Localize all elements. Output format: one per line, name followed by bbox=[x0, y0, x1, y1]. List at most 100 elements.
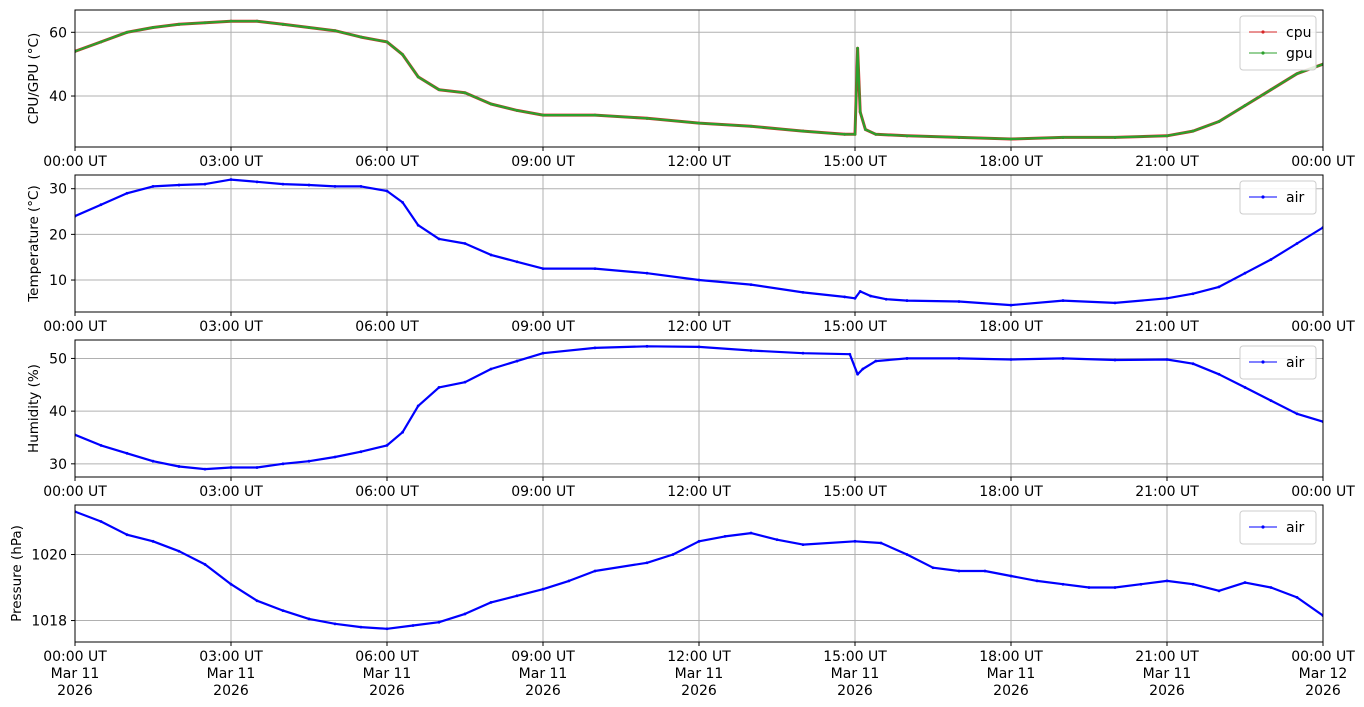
panel-3: 00:00 UT 03:00 UT 06:00 UT 09:00 UT 12:00 UT… bbox=[26, 339, 1355, 500]
data-point bbox=[385, 40, 389, 44]
legend-label: cpu bbox=[1286, 25, 1311, 41]
data-point bbox=[697, 278, 701, 282]
y-tick-label: 1018 bbox=[31, 614, 67, 630]
data-point bbox=[879, 541, 883, 545]
data-point bbox=[1165, 296, 1169, 300]
data-point bbox=[177, 465, 181, 468]
data-point bbox=[229, 582, 233, 586]
data-point bbox=[463, 242, 467, 245]
data-point bbox=[333, 455, 337, 459]
y-tick-label: 10 bbox=[49, 273, 67, 289]
data-point bbox=[1295, 72, 1299, 76]
data-point bbox=[801, 543, 805, 547]
data-point bbox=[905, 299, 909, 302]
x-tick-label: 18:00 UT bbox=[979, 484, 1043, 500]
x-tick-label: 12:00 UT bbox=[667, 319, 731, 335]
data-point bbox=[593, 267, 597, 271]
data-point bbox=[125, 30, 129, 34]
data-point bbox=[463, 91, 467, 95]
data-point bbox=[869, 294, 872, 298]
data-point bbox=[775, 538, 779, 542]
data-point bbox=[359, 35, 363, 39]
data-point bbox=[281, 609, 285, 613]
data-point bbox=[1269, 88, 1273, 92]
x-tick-label: 15:00 UT bbox=[823, 154, 887, 170]
x-tick-label: 00:00 UT bbox=[1291, 154, 1355, 170]
data-point bbox=[151, 539, 155, 543]
data-point bbox=[437, 620, 441, 624]
data-point bbox=[1113, 358, 1117, 362]
y-tick-label: 40 bbox=[49, 89, 67, 105]
x-tick-label: 06:00 UT bbox=[355, 319, 419, 335]
data-point bbox=[983, 569, 987, 573]
y-tick-label: 50 bbox=[49, 351, 67, 367]
data-point bbox=[489, 102, 493, 106]
data-point bbox=[801, 129, 805, 133]
data-point bbox=[697, 345, 701, 349]
data-point bbox=[843, 295, 846, 299]
legend-marker bbox=[1261, 360, 1265, 364]
data-point bbox=[1113, 136, 1117, 139]
data-point bbox=[437, 386, 441, 389]
x-tick-label: 18:00 UT bbox=[979, 319, 1043, 335]
x-tick-label: 18:00 UT bbox=[979, 154, 1043, 170]
series-line-air bbox=[75, 178, 1323, 307]
data-point bbox=[957, 136, 961, 139]
series-air bbox=[75, 510, 1323, 631]
x-tick-label: 00:00 UT bbox=[1291, 484, 1355, 500]
data-point bbox=[359, 185, 363, 188]
data-point bbox=[905, 553, 909, 556]
series-air bbox=[75, 344, 1323, 471]
data-point bbox=[151, 185, 155, 188]
legend-marker bbox=[1261, 51, 1265, 55]
data-point bbox=[1269, 258, 1273, 261]
data-point bbox=[177, 183, 181, 187]
data-point bbox=[1165, 358, 1169, 361]
data-point bbox=[861, 367, 865, 371]
data-point bbox=[856, 46, 859, 50]
data-point bbox=[671, 553, 675, 556]
x-tick-label: 03:00 UT bbox=[199, 319, 263, 335]
data-point bbox=[723, 534, 727, 538]
data-point bbox=[151, 26, 155, 29]
y-tick-label: 1020 bbox=[31, 548, 67, 564]
x-tick-label: 00:00 UT bbox=[43, 319, 107, 335]
data-point bbox=[1139, 582, 1143, 586]
data-point bbox=[697, 121, 701, 125]
data-point bbox=[749, 349, 753, 352]
data-point bbox=[1191, 582, 1195, 586]
data-point bbox=[645, 344, 649, 348]
panel-1: 00:00 UT 03:00 UT 06:00 UT 09:00 UT 12:00 UT… bbox=[26, 9, 1355, 170]
data-point bbox=[437, 237, 441, 241]
data-point bbox=[749, 283, 753, 286]
panel-2: 00:00 UT 03:00 UT 06:00 UT 09:00 UT 12:00 UT… bbox=[26, 174, 1355, 335]
data-point bbox=[1191, 362, 1195, 366]
data-point bbox=[203, 467, 207, 471]
data-point bbox=[489, 253, 493, 257]
y-tick-label: 30 bbox=[49, 182, 67, 198]
data-point bbox=[515, 359, 519, 363]
data-point bbox=[229, 466, 233, 469]
x-tick-label: 03:00 UT bbox=[199, 484, 263, 500]
x-tick-label: 00:00 UT bbox=[43, 484, 107, 500]
data-point bbox=[593, 569, 597, 573]
y-tick-label: 60 bbox=[49, 25, 67, 41]
data-point bbox=[853, 539, 857, 543]
y-axis-label: Humidity (%) bbox=[26, 364, 42, 453]
x-tick-label: 09:00 UT bbox=[511, 319, 575, 335]
data-point bbox=[203, 21, 207, 25]
legend-label: air bbox=[1286, 355, 1304, 371]
data-point bbox=[463, 612, 467, 616]
x-tick-label: 00:00 UT bbox=[1291, 319, 1355, 335]
data-point bbox=[858, 290, 862, 293]
data-point bbox=[99, 520, 103, 523]
data-point bbox=[645, 271, 649, 275]
data-point bbox=[1217, 372, 1221, 376]
data-point bbox=[1061, 357, 1065, 360]
data-point bbox=[151, 459, 155, 463]
data-point bbox=[385, 627, 389, 631]
legend: air bbox=[1239, 180, 1317, 215]
data-point bbox=[255, 466, 259, 469]
legend-box bbox=[1239, 345, 1317, 380]
data-point bbox=[307, 617, 311, 621]
